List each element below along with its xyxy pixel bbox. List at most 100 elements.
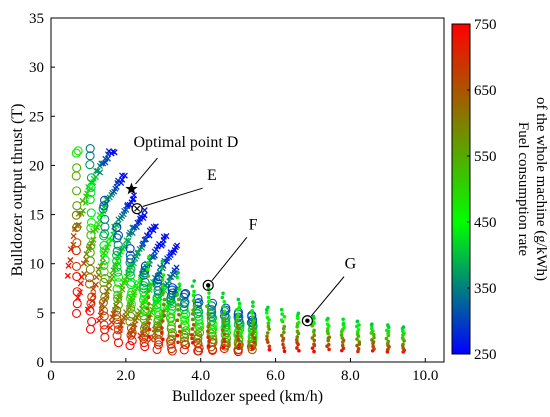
data-point-dot — [327, 335, 332, 339]
data-point-cross — [93, 167, 100, 174]
data-point-circle — [100, 273, 110, 284]
data-point-dot — [147, 335, 151, 339]
data-point-cross — [109, 314, 116, 321]
data-point-cross — [118, 179, 125, 187]
data-point-stroke — [67, 257, 74, 264]
data-point-circle — [140, 328, 150, 338]
data-point-circle — [167, 328, 177, 338]
data-point-dot — [160, 330, 164, 335]
data-point-stroke — [137, 213, 144, 220]
data-point-circle — [140, 261, 150, 271]
annotation-e: E — [131, 167, 217, 215]
data-point-circle — [71, 308, 82, 319]
plot-frame — [50, 17, 445, 363]
data-point-circle — [140, 305, 151, 315]
colorbar-tick-label: 650 — [474, 83, 497, 99]
data-point-dot — [252, 340, 257, 345]
data-point-cross — [78, 210, 85, 217]
data-point-circle — [113, 278, 124, 288]
data-point-circle — [86, 173, 96, 183]
x-tick-label: 10.0 — [412, 368, 438, 384]
data-point-stroke — [123, 237, 130, 244]
data-point-circle — [139, 283, 149, 293]
data-point-circle — [71, 148, 81, 158]
y-tick-label: 25 — [29, 109, 44, 125]
data-point-dot — [207, 299, 211, 304]
data-point-stroke — [93, 167, 100, 174]
data-point-cross — [102, 247, 109, 254]
data-point-dot — [235, 318, 239, 323]
data-point-circle — [86, 182, 96, 192]
data-point-stroke — [131, 321, 138, 328]
data-point-stroke — [82, 199, 89, 206]
data-point-dot — [310, 336, 315, 340]
data-point-circle — [125, 243, 135, 254]
data-point-dot — [295, 346, 299, 350]
data-point-stroke — [121, 172, 128, 179]
annotation-ring — [202, 279, 214, 291]
data-point-dot — [311, 314, 316, 319]
data-point-dot — [265, 337, 269, 342]
data-point-dot — [177, 329, 182, 334]
data-point-dot — [252, 318, 256, 323]
data-point-circle — [167, 288, 177, 298]
data-point-dot — [160, 259, 165, 264]
data-point-dot — [325, 322, 330, 326]
data-point-dot — [265, 331, 270, 335]
data-point-dot — [281, 336, 286, 341]
data-point-dot — [191, 322, 196, 327]
data-point-dot — [251, 304, 255, 308]
data-point-dot — [145, 267, 150, 272]
colorbar-gradient — [451, 23, 471, 355]
data-point-dot — [177, 312, 181, 317]
data-point-stroke — [174, 242, 181, 249]
data-point-dot — [206, 329, 210, 334]
data-point-stroke — [173, 264, 180, 271]
leader-line — [310, 276, 345, 317]
data-point-stroke — [126, 229, 134, 236]
data-point-dot — [296, 311, 301, 316]
data-point-dot — [252, 336, 257, 340]
data-point-stroke — [146, 232, 153, 239]
data-point-stroke — [135, 311, 142, 318]
data-point-circle — [85, 279, 95, 289]
data-point-circle — [72, 287, 82, 297]
y-tick-label: 5 — [37, 306, 45, 322]
data-point-dot — [221, 291, 225, 296]
data-point-circle — [100, 332, 110, 342]
data-point-stroke — [123, 206, 130, 213]
data-point-dot — [297, 348, 301, 353]
data-point-stroke — [143, 232, 150, 239]
data-point-circle — [72, 238, 82, 248]
data-point-dot — [160, 319, 165, 323]
data-point-dot — [339, 333, 344, 337]
annotation-label: Optimal point D — [133, 134, 238, 151]
y-tick-label: 15 — [29, 208, 44, 224]
colorbar-tick-label: 350 — [474, 281, 497, 297]
annotation-dot — [305, 318, 310, 323]
data-point-circle — [166, 308, 176, 319]
data-point-cross — [140, 240, 147, 247]
data-point-dot — [236, 297, 241, 302]
data-point-stroke — [127, 331, 134, 338]
data-point-circle — [125, 293, 136, 304]
data-point-dot — [175, 333, 180, 338]
data-point-stroke — [129, 224, 136, 231]
annotation-label: F — [249, 216, 258, 233]
data-point-stroke — [108, 237, 116, 244]
data-point-circle — [167, 304, 177, 314]
data-point-dot — [160, 284, 165, 289]
data-point-cross — [92, 281, 99, 288]
data-point-cross — [121, 172, 128, 179]
data-point-circle — [87, 292, 97, 302]
data-point-stroke — [166, 278, 173, 285]
data-point-circle — [99, 320, 109, 330]
data-point-dot — [146, 295, 151, 300]
data-point-dot — [282, 349, 287, 354]
data-point-circle — [127, 336, 137, 346]
data-point-stroke — [124, 201, 131, 208]
data-point-dot — [281, 342, 285, 347]
data-point-circle — [221, 316, 231, 326]
data-point-dot — [341, 346, 346, 351]
data-point-cross — [122, 242, 129, 249]
